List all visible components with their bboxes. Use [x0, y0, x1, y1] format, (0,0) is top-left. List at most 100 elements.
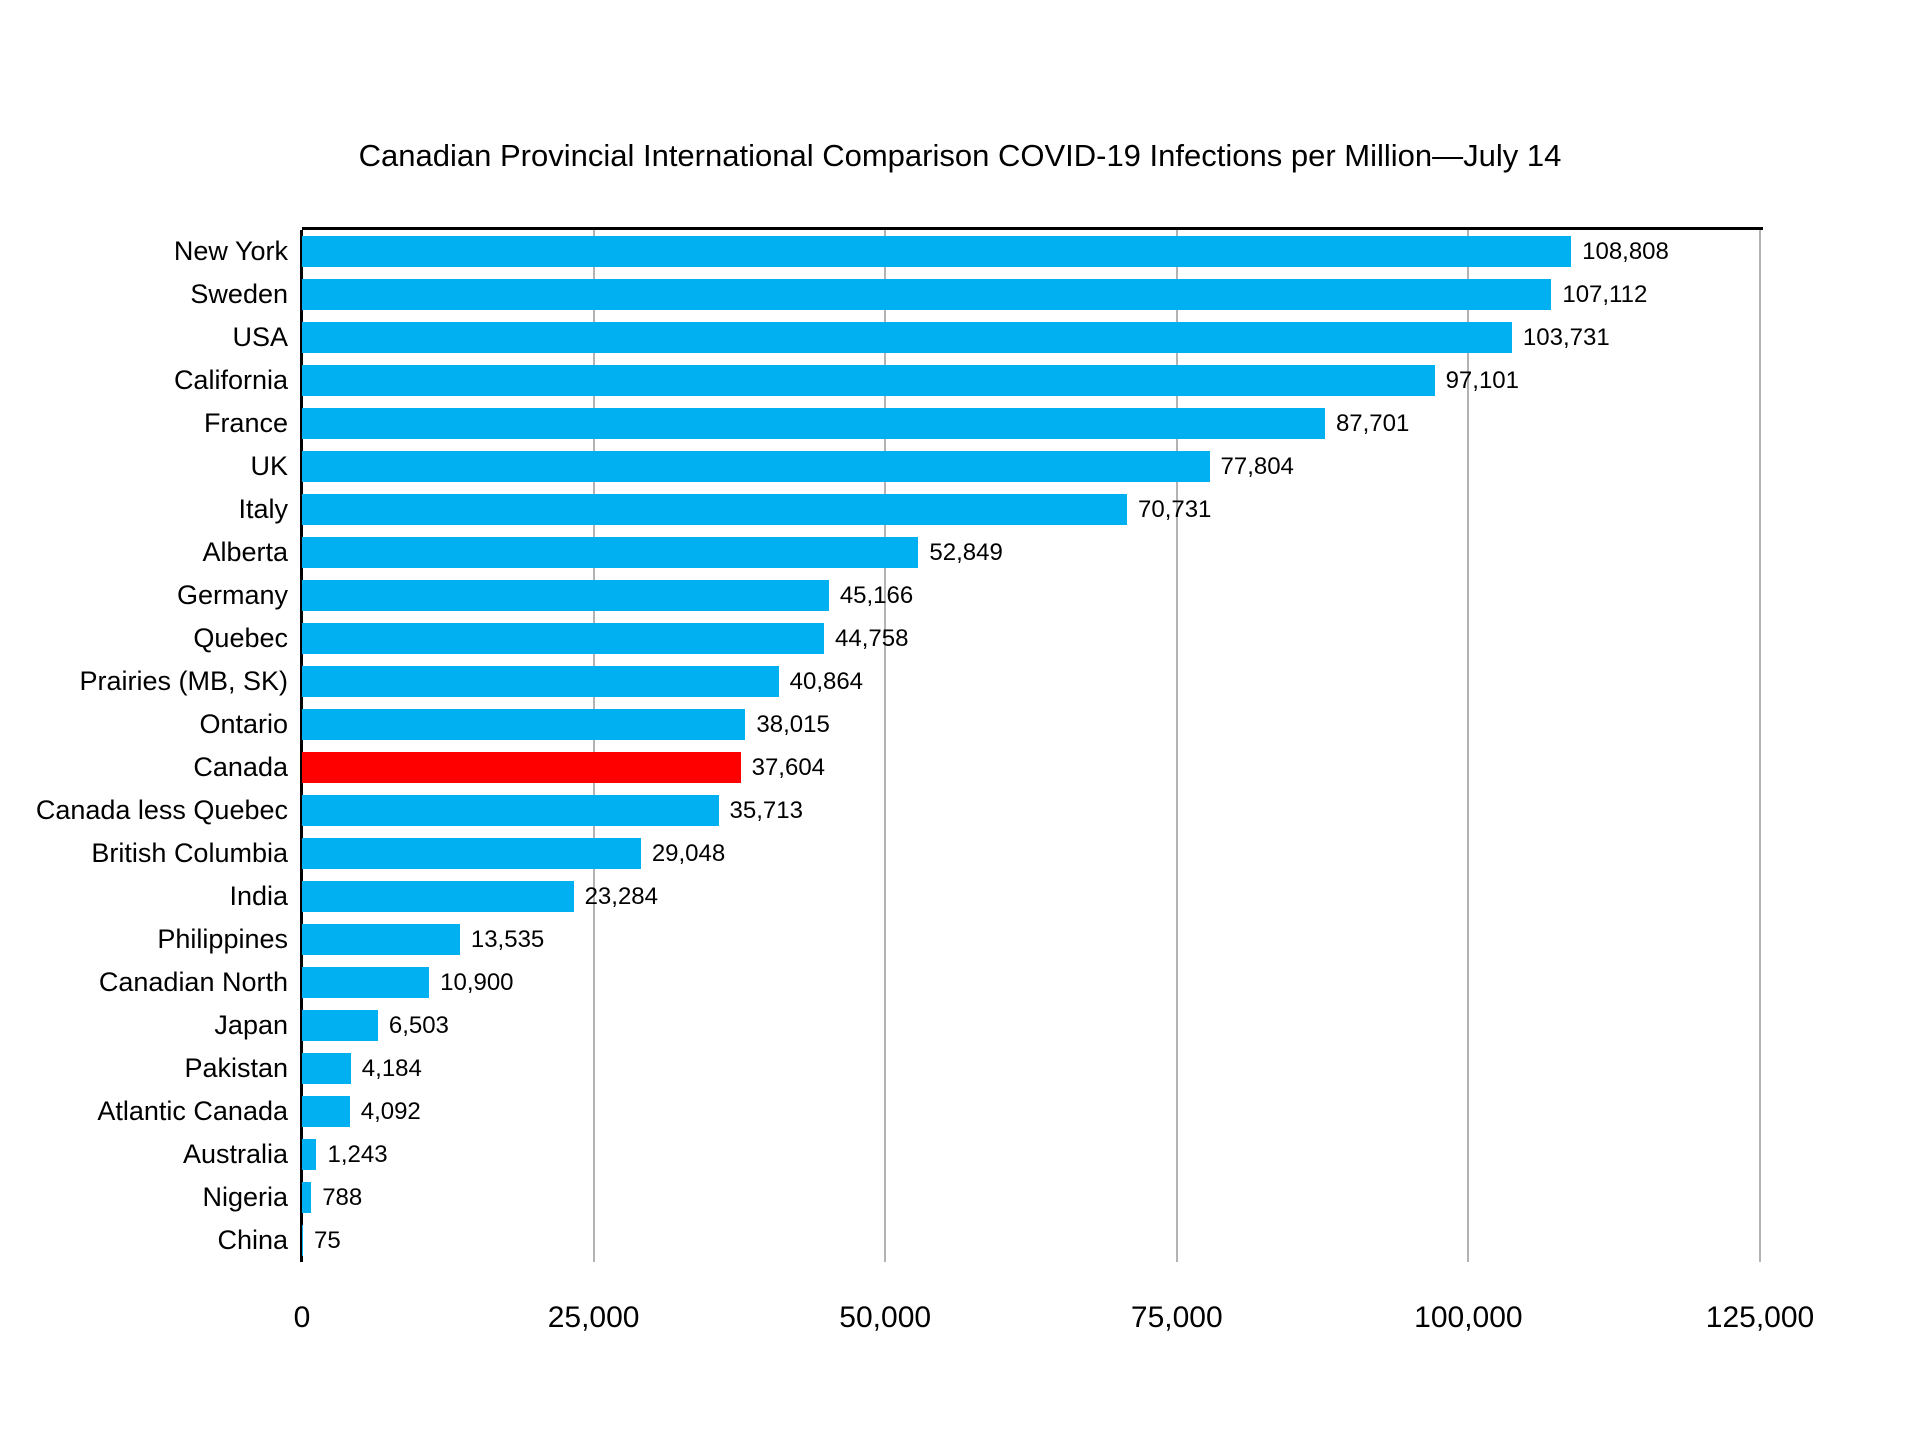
category-label: Japan	[214, 1010, 288, 1040]
bar-value-label: 40,864	[789, 668, 864, 695]
bar-row: 13,535	[302, 918, 1760, 961]
bar	[302, 1182, 312, 1213]
bar	[302, 451, 1210, 482]
bar-row: 4,184	[302, 1047, 1760, 1090]
bar-value-label: 6,503	[388, 1012, 449, 1039]
bar-row: 38,015	[302, 703, 1760, 746]
bar-value-label: 23,284	[584, 883, 658, 910]
bar-value-label: 37,604	[751, 754, 826, 781]
category-label: Alberta	[202, 537, 288, 567]
bar	[302, 408, 1325, 439]
bar-value-label: 44,758	[835, 625, 909, 652]
category-label: Quebec	[193, 623, 288, 653]
category-label: Atlantic Canada	[97, 1096, 288, 1126]
gridline-50000	[884, 230, 887, 1262]
category-label: Ontario	[199, 709, 288, 739]
bar-value-label: 45,166	[839, 582, 914, 609]
y-axis-line	[300, 230, 303, 1262]
bar-value-label: 103,731	[1522, 324, 1610, 351]
category-label: China	[217, 1225, 288, 1255]
bar	[302, 236, 1572, 267]
bar	[302, 709, 746, 740]
bar-row: 788	[302, 1176, 1760, 1219]
bar-value-label: 788	[322, 1184, 363, 1211]
bar-value-label: 97,101	[1445, 367, 1519, 394]
category-label: Nigeria	[202, 1182, 288, 1212]
gridline-75000	[1175, 230, 1178, 1262]
bar-row: 23,284	[302, 875, 1760, 918]
bar-row: 6,503	[302, 1004, 1760, 1047]
bar-value-label: 1,243	[327, 1141, 388, 1168]
category-label: Prairies (MB, SK)	[79, 666, 288, 696]
x-tick-label: 50,000	[839, 1301, 932, 1334]
bar	[302, 1225, 303, 1256]
category-label: California	[173, 365, 288, 395]
bar	[302, 279, 1552, 310]
bar-row: 29,048	[302, 832, 1760, 875]
x-tick-label: 25,000	[547, 1301, 640, 1334]
bar-value-label: 52,849	[929, 539, 1003, 566]
plot-area: 108,808 107,112 103,731 97,101 87,701 77,804 7…	[302, 230, 1761, 1262]
bar-value-label: 107,112	[1562, 281, 1648, 308]
bar-value-label: 77,804	[1220, 453, 1294, 480]
bar-value-label: 108,808	[1582, 238, 1669, 265]
bar	[302, 967, 430, 998]
bar-value-label: 35,713	[729, 797, 803, 824]
x-tick-label: 125,000	[1705, 1301, 1815, 1334]
bar	[302, 580, 829, 611]
bar-value-label: 4,092	[360, 1098, 421, 1125]
bar-value-label: 13,535	[470, 926, 545, 953]
category-label: Canada less Quebec	[35, 795, 288, 825]
bar-row: 108,808	[302, 230, 1760, 273]
bar-row: 52,849	[302, 531, 1760, 574]
category-label: Canada	[193, 752, 288, 782]
bar	[302, 1139, 317, 1170]
bar	[302, 537, 919, 568]
bar	[302, 623, 825, 654]
category-label: France	[203, 408, 288, 438]
bar	[302, 795, 719, 826]
bar-row: 40,864	[302, 660, 1760, 703]
bar-row: 44,758	[302, 617, 1760, 660]
bar-row: 103,731	[302, 316, 1760, 359]
plot-top-border	[302, 227, 1763, 230]
x-tick-label: 100,000	[1414, 1301, 1523, 1334]
chart-title: Canadian Provincial International Compar…	[358, 138, 1562, 173]
bar-value-label: 4,184	[361, 1055, 422, 1082]
category-label: British Columbia	[91, 838, 288, 868]
gridline-125000	[1759, 230, 1761, 1262]
bar-value-label: 38,015	[756, 711, 830, 738]
category-label: Australia	[182, 1139, 288, 1169]
bar-row: 10,900	[302, 961, 1760, 1004]
x-tick-label: 75,000	[1130, 1301, 1223, 1334]
gridline-100000	[1467, 230, 1470, 1262]
bar-row: 97,101	[302, 359, 1760, 402]
bar-value-label: 10,900	[440, 969, 514, 996]
category-label: UK	[250, 451, 288, 481]
bar-row: 77,804	[302, 445, 1760, 488]
bar	[302, 494, 1127, 525]
category-label: India	[229, 881, 288, 911]
bar-value-label: 75	[314, 1227, 341, 1254]
category-label: Pakistan	[184, 1053, 288, 1083]
bar-row: 107,112	[302, 273, 1760, 316]
bar	[302, 365, 1435, 396]
bar	[302, 924, 460, 955]
bar	[302, 322, 1512, 353]
category-label: Canadian North	[98, 967, 288, 997]
bar-row: 1,243	[302, 1133, 1760, 1176]
bar	[302, 881, 574, 912]
x-tick-label: 0	[293, 1301, 311, 1334]
bar-row: 87,701	[302, 402, 1760, 445]
category-label: Sweden	[190, 279, 288, 309]
category-label: Philippines	[157, 924, 288, 954]
category-label: USA	[232, 322, 288, 352]
bar-value-label: 70,731	[1138, 496, 1212, 523]
category-label: Germany	[176, 580, 288, 610]
bar-value-label: 29,048	[651, 840, 726, 867]
bar-row: 37,604	[302, 746, 1760, 789]
bar-row: 70,731	[302, 488, 1760, 531]
gridline-25000	[592, 230, 595, 1262]
bar-highlighted	[302, 752, 741, 783]
